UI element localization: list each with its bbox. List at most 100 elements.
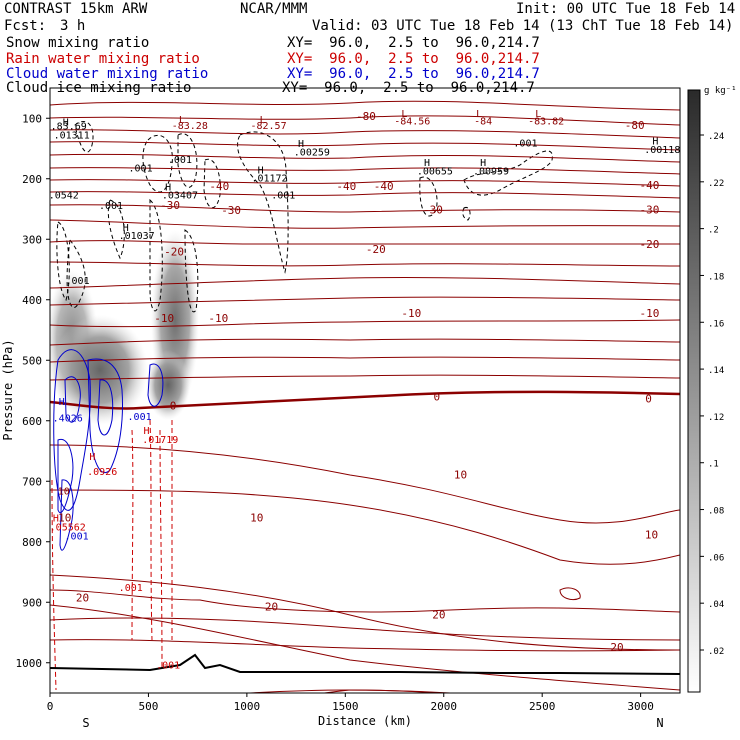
extremum-label: .001 (156, 661, 180, 672)
extrema-labels: H.83.69.01311L-83.28L-82.57L-84.56L-84L-… (49, 109, 681, 672)
extremum-label: .001 (65, 532, 89, 543)
extremum-label: H (652, 137, 658, 148)
extremum-label: 10 (58, 486, 70, 497)
y-axis: 100 200 300 400 500 600 700 800 900 1000 (16, 112, 50, 670)
x-end-label-s: S (82, 716, 89, 730)
y-tick-label: 200 (22, 173, 42, 186)
extremum-label: .001 (99, 201, 123, 212)
contour-label: -80 (356, 110, 376, 123)
extremum-label: .4026 (53, 414, 83, 425)
contour-label: -10 (154, 312, 174, 325)
extremum-label: -83.28 (172, 121, 208, 132)
extremum-label: .01719 (142, 435, 178, 446)
extremum-label: -84.56 (394, 117, 430, 128)
colorbar-tick-label: .1 (708, 460, 719, 470)
fcst-value: 3 h (60, 18, 86, 34)
contour-label: 0 (645, 392, 652, 405)
x-tick-label: 500 (139, 700, 159, 713)
extremum-label: H (165, 183, 171, 194)
extremum-label: H (258, 166, 264, 177)
extremum-label: .001 (128, 412, 152, 423)
extremum-label: .00259 (294, 148, 330, 159)
extremum-label: H (59, 397, 65, 408)
colorbar-tick-label: .02 (708, 647, 724, 657)
field-snow-xy: XY= 96.0, 2.5 to 96.0,214.7 (287, 35, 540, 51)
extremum-label: H (424, 158, 430, 169)
contour-label: 10 (454, 469, 467, 482)
contour-labels: -80 -80 -40 -40 -40 -40 -30 -30 -30 -30 -20 -20 -20 -… (58, 110, 659, 654)
extremum-label: -84 (474, 117, 492, 128)
colorbar-tick-label: .04 (708, 600, 724, 610)
y-tick-label: 300 (22, 233, 42, 246)
extremum-label: -83.82 (528, 117, 564, 128)
extremum-label: .01311 (54, 131, 90, 142)
model-title: CONTRAST 15km ARW (4, 1, 148, 17)
extremum-label: .001 (168, 155, 192, 166)
extremum-label: .00959 (473, 166, 509, 177)
contour-label: 0 (434, 391, 441, 404)
x-end-label-n: N (656, 716, 663, 730)
extremum-label: -82.57 (250, 121, 286, 132)
extremum-label: H (298, 139, 304, 150)
extremum-label: H (143, 426, 149, 437)
colorbar-tick-label: .14 (708, 366, 724, 376)
fcst-label: Fcst: (4, 18, 47, 34)
contour-label: -20 (366, 243, 386, 256)
extremum-label: L (179, 115, 185, 126)
contour-label: 20 (610, 641, 623, 654)
contour-label: 10 (645, 528, 658, 541)
contour-label: 10 (58, 512, 71, 525)
extremum-label: H (89, 452, 95, 463)
contour-label: -20 (164, 245, 184, 258)
contour-label: -40 (640, 179, 660, 192)
contour-label: -30 (423, 204, 443, 217)
plot-frame (49, 87, 681, 694)
x-tick-label: 1500 (332, 700, 359, 713)
extremum-label: L (476, 109, 482, 120)
contour-label: 20 (76, 591, 89, 604)
contour-label: -10 (208, 312, 228, 325)
colorbar-tick-label: .12 (708, 413, 724, 423)
x-tick-label: 3000 (627, 700, 654, 713)
y-axis-label: Pressure (hPa) (1, 339, 15, 440)
colorbar-tick-label: .24 (708, 132, 724, 142)
extremum-label: .00655 (417, 166, 453, 177)
extremum-label: .01037 (119, 231, 155, 242)
x-axis: 0 500 1000 1500 2000 2500 3000 (47, 693, 654, 713)
extremum-label: .001 (271, 190, 295, 201)
extremum-label: .00118 (644, 145, 680, 156)
field-rain-xy: XY= 96.0, 2.5 to 96.0,214.7 (287, 51, 540, 67)
x-tick-label: 0 (47, 700, 54, 713)
contour-label: -30 (640, 204, 660, 217)
contour-label: -40 (336, 180, 356, 193)
y-tick-label: 600 (22, 415, 42, 428)
extremum-label: .001 (513, 138, 537, 149)
y-tick-label: 700 (22, 475, 42, 488)
extremum-label: .0926 (87, 467, 117, 478)
colorbar-tick-label: .16 (708, 319, 724, 329)
colorbar-tick-label: .06 (708, 553, 724, 563)
valid-time: Valid: 03 UTC Tue 18 Feb 14 (13 ChT Tue … (312, 18, 734, 34)
extremum-label: H (63, 117, 69, 128)
colorbar-unit: g kg⁻¹ (704, 86, 737, 96)
y-tick-label: 500 (22, 354, 42, 367)
colorbar-tick-label: .18 (708, 272, 724, 282)
extremum-label: L (260, 115, 266, 126)
contour-label: -80 (625, 119, 645, 132)
extremum-label: H (123, 223, 129, 234)
extremum-label: .01172 (251, 174, 287, 185)
contour-label: 20 (265, 600, 278, 613)
contour-label: -30 (160, 199, 180, 212)
x-tick-label: 2500 (529, 700, 556, 713)
contour-label: 0 (170, 400, 177, 413)
init-time: Init: 00 UTC Tue 18 Feb 14 (516, 1, 736, 17)
contour-label: -40 (374, 180, 394, 193)
contour-label: -10 (640, 307, 660, 320)
org-label: NCAR/MMM (240, 1, 308, 17)
extremum-label: .001 (129, 163, 153, 174)
colorbar-tick-label: .22 (708, 179, 724, 189)
colorbar-tick-label: .2 (708, 226, 719, 236)
colorbar-ticks: .24 .22 .2 .18 .16 .14 .12 .1 .08 .06 .04 .02 (700, 132, 724, 657)
y-tick-label: 800 (22, 536, 42, 549)
